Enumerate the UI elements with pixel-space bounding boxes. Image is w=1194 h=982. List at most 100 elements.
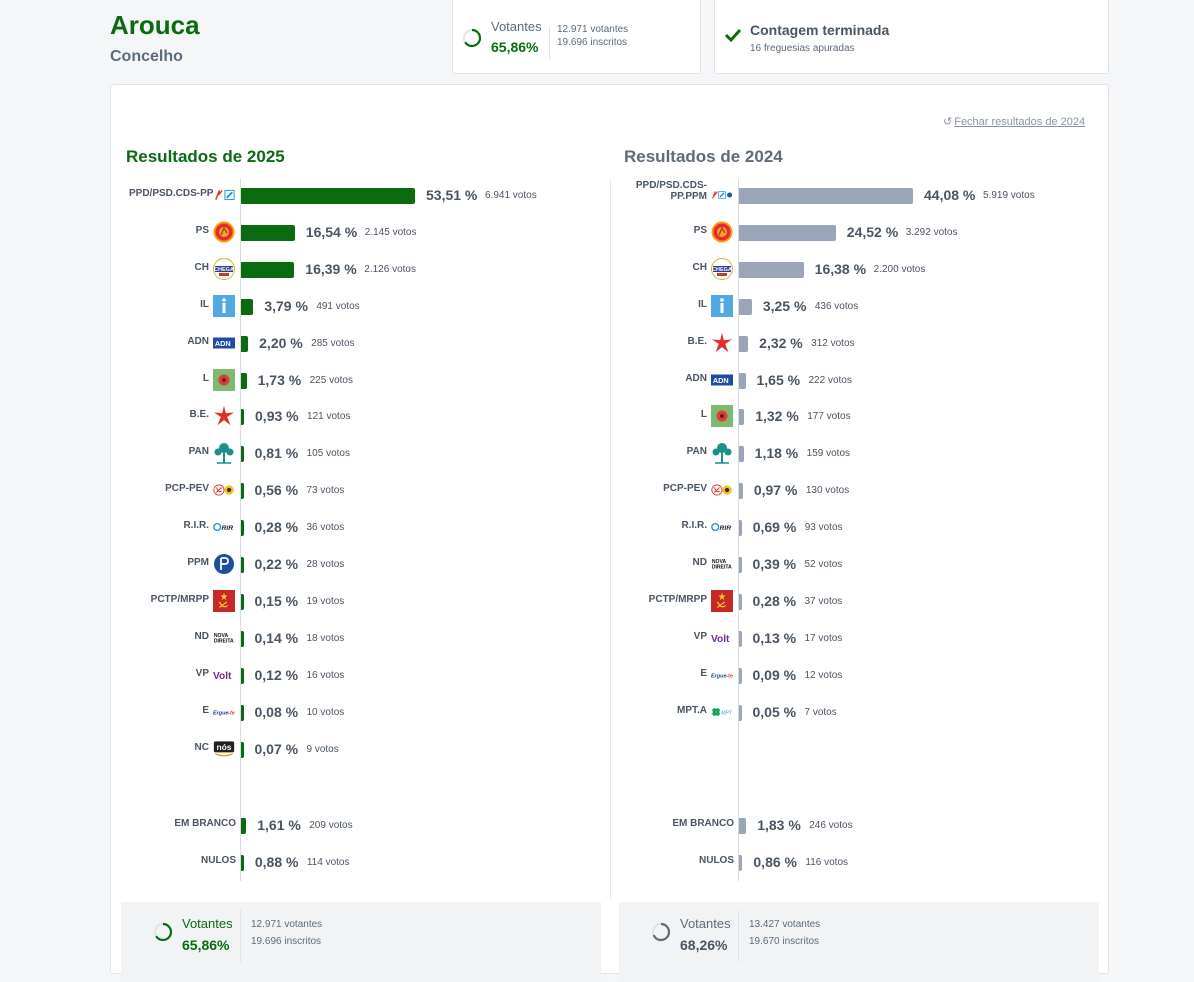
result-percent: 1,83 % xyxy=(757,817,801,833)
result-bar xyxy=(739,818,747,834)
result-bar xyxy=(739,261,804,278)
result-percent: 0,97 % xyxy=(753,482,798,499)
party-row: IL 3,25 % 436 votos xyxy=(609,294,1089,317)
results-2025-title: Resultados de 2025 xyxy=(126,147,285,166)
result-bar xyxy=(241,667,244,684)
count-status-title: Contagem terminada xyxy=(750,22,890,38)
result-votes: 12 votos xyxy=(804,669,843,681)
party-name: PPM xyxy=(187,557,209,568)
page-title: Arouca xyxy=(110,10,200,40)
volt-logo-icon: Volt xyxy=(711,627,733,649)
null-votes-row: NULOS 0,86 % 116 votos xyxy=(609,852,1089,872)
psd-cds-ppm-logo-icon xyxy=(711,184,733,206)
result-votes: 16 votos xyxy=(306,669,345,681)
result-percent: 2,20 % xyxy=(259,334,303,351)
party-name: E xyxy=(700,667,707,679)
livre-logo-icon xyxy=(213,368,235,391)
result-votes: 225 votos xyxy=(309,374,353,386)
party-row: ADN ADN 2,20 % 285 votos xyxy=(111,333,591,353)
result-votes: 105 votos xyxy=(306,448,350,460)
page-subtitle: Concelho xyxy=(110,48,183,65)
result-votes: 436 votos xyxy=(814,300,859,312)
pan-logo-icon xyxy=(213,442,235,465)
result-bar xyxy=(739,409,745,426)
rir-logo-icon: RIR xyxy=(711,516,733,538)
result-bar xyxy=(739,520,742,537)
party-name: PAN xyxy=(188,446,209,458)
result-bar xyxy=(241,372,247,389)
turnout-card: Votantes 65,86% 12.971 votantes 19.696 i… xyxy=(452,0,701,74)
result-bar xyxy=(739,630,742,647)
close-2024-results-link[interactable]: ↺ Fechar resultados de 2024 xyxy=(943,116,1086,128)
party-name: E xyxy=(202,704,209,716)
il-logo-icon xyxy=(711,294,733,317)
result-bar xyxy=(241,630,244,647)
party-row: PPD/PSD.CDS-PP.PPM 44,08 % 5.919 votos xyxy=(609,180,1089,206)
result-bar xyxy=(739,298,752,315)
party-name: CH xyxy=(194,261,209,273)
turnout-progress-icon xyxy=(462,28,482,48)
svg-text:MPT: MPT xyxy=(721,710,733,716)
result-votes: 6.941 votos xyxy=(485,190,537,201)
result-votes: 246 votos xyxy=(809,820,853,831)
svg-text:DIREITA: DIREITA xyxy=(214,638,234,644)
result-bar xyxy=(241,557,244,573)
svg-text:Volt: Volt xyxy=(711,634,730,645)
adn-logo-icon: ADN xyxy=(213,332,235,354)
result-bar xyxy=(739,188,913,204)
result-percent: 0,08 % xyxy=(254,703,299,720)
party-row: PPD/PSD.CDS-PP 53,51 % 6.941 votos xyxy=(111,185,591,205)
result-votes: 52 votos xyxy=(804,559,843,570)
result-votes: 36 votos xyxy=(306,522,345,534)
null-votes-row: NULOS 0,88 % 114 votos xyxy=(111,852,591,872)
result-bar xyxy=(241,483,244,500)
result-bar xyxy=(739,446,744,463)
result-votes: 116 votos xyxy=(805,857,849,868)
count-status-card: Contagem terminada 16 freguesias apurada… xyxy=(714,0,1109,74)
party-row: PCTP/MRPP 0,15 % 19 votos xyxy=(111,589,591,612)
result-percent: 0,81 % xyxy=(254,445,299,462)
result-votes: 2.126 votos xyxy=(364,263,416,275)
result-percent: 0,86 % xyxy=(753,854,797,870)
party-name: R.I.R. xyxy=(183,520,209,532)
party-row: PS 16,54 % 2.145 votos xyxy=(111,221,591,243)
results-panel: ↺ Fechar resultados de 2024 Resultados de… xyxy=(110,84,1109,982)
result-bar xyxy=(739,557,742,573)
party-name: PCTP/MRPP xyxy=(150,593,209,605)
party-row: E Ergue -te 0,09 % 12 votos xyxy=(609,665,1089,685)
svg-text:Volt: Volt xyxy=(213,670,232,681)
divider xyxy=(240,910,241,962)
party-row: NC nós 0,07 % 9 votos xyxy=(111,739,591,759)
result-votes: 130 votos xyxy=(805,485,850,497)
result-bar xyxy=(241,409,245,426)
result-bar xyxy=(241,818,247,834)
nos-cidadaos-logo-icon: nós xyxy=(213,738,235,760)
blank-votes-row: EM BRANCO 1,61 % 209 votos xyxy=(111,815,591,835)
result-bar xyxy=(739,593,742,610)
result-bar xyxy=(739,855,743,871)
pcp-pev-logo-icon xyxy=(711,479,733,501)
pctp-logo-icon xyxy=(213,589,235,612)
result-percent: 3,25 % xyxy=(762,297,807,314)
result-votes: 2.200 votos xyxy=(873,263,926,275)
party-name: NULOS xyxy=(699,855,734,866)
party-name: PCP-PEV xyxy=(165,483,209,495)
result-votes: 312 votos xyxy=(811,337,855,349)
result-votes: 491 votos xyxy=(316,300,360,312)
party-name: PAN xyxy=(686,446,707,458)
party-row: CH CHEGA 16,38 % 2.200 votos xyxy=(609,257,1089,280)
be-logo-icon xyxy=(213,405,235,427)
divider xyxy=(549,27,550,59)
turnout-2024-progress-icon xyxy=(651,922,671,942)
result-votes: 37 votos xyxy=(804,595,843,607)
party-name: ADN xyxy=(187,335,209,347)
svg-text:RIR: RIR xyxy=(221,525,233,532)
party-name: NC xyxy=(194,741,209,753)
party-row: E Ergue -te 0,08 % 10 votos xyxy=(111,702,591,722)
svg-text:DIREITA: DIREITA xyxy=(712,565,732,571)
result-percent: 0,93 % xyxy=(255,408,299,425)
result-percent: 0,88 % xyxy=(254,854,299,870)
result-bar xyxy=(739,704,742,721)
result-votes: 3.292 votos xyxy=(905,226,958,238)
turnout-2025-progress-icon xyxy=(153,922,173,942)
